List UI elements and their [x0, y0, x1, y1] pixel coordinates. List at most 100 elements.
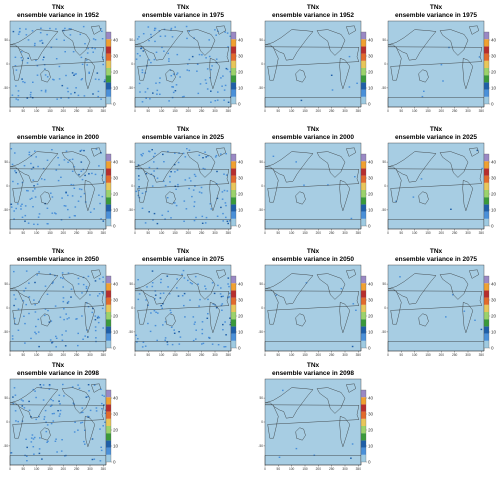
variance-cell: [100, 446, 102, 448]
x-tick-label: 200: [439, 353, 445, 357]
variance-cell: [34, 150, 36, 152]
variance-cell: [26, 460, 28, 462]
variance-cell: [30, 437, 33, 439]
variance-cell: [167, 52, 169, 55]
variance-cell: [52, 281, 54, 283]
variance-cell: [21, 216, 24, 218]
variance-cell: [91, 172, 93, 175]
variance-cell: [89, 211, 92, 213]
panel-subtitle: ensemble variance in 2000: [271, 133, 355, 141]
colorbar-segment: [484, 154, 489, 162]
variance-cell: [67, 161, 69, 163]
variance-cell: [153, 175, 156, 178]
coastline: [9, 168, 105, 203]
variance-cell: [11, 94, 14, 96]
variance-cell: [227, 46, 229, 48]
x-tick-label: 0: [9, 109, 11, 113]
variance-cell: [29, 94, 32, 96]
variance-cell: [172, 73, 175, 75]
variance-cell: [101, 291, 103, 293]
variance-cell: [80, 56, 83, 59]
colorbar-tick-label: 10: [113, 444, 119, 449]
variance-cell: [194, 175, 197, 177]
variance-cell: [93, 384, 96, 386]
variance-cell: [76, 318, 78, 320]
variance-cell: [201, 328, 204, 331]
variance-cell: [195, 338, 197, 340]
x-tick-label: 150: [302, 231, 308, 235]
variance-cell: [208, 337, 211, 339]
variance-cell: [225, 67, 228, 70]
colorbar-segment: [361, 68, 366, 76]
variance-cell: [423, 90, 425, 92]
variance-cell: [209, 203, 212, 205]
variance-cell: [57, 179, 60, 182]
variance-cell: [193, 323, 196, 325]
variance-cell: [91, 458, 94, 461]
variance-cell: [182, 152, 185, 155]
variance-cell: [88, 173, 90, 175]
map-panel-5: TNx ensemble variance in 2000 0 50 100 150 2…: [0, 126, 122, 248]
variance-cell: [37, 165, 39, 168]
x-tick-label: 350: [101, 353, 107, 357]
variance-cell: [221, 303, 224, 305]
variance-cell: [43, 418, 45, 420]
colorbar-frame: [483, 153, 490, 227]
coastline: [264, 168, 360, 203]
variance-cell: [150, 61, 152, 64]
variance-cell: [445, 316, 447, 318]
coastline: [61, 273, 91, 300]
variance-cell: [71, 195, 74, 197]
variance-cell: [20, 51, 23, 53]
variance-cell: [94, 319, 97, 321]
colorbar-segment: [106, 454, 111, 462]
map-chart: 0 50 100 150 200 250 300 350 50 0 -50 0 10 20 30 40: [128, 20, 244, 113]
variance-cell: [87, 47, 89, 50]
variance-cell: [52, 420, 55, 422]
colorbar-tick-label: 10: [113, 330, 119, 335]
colorbar-tick-label: 10: [238, 208, 244, 213]
variance-cell: [163, 50, 165, 52]
variance-cell: [197, 283, 199, 285]
coastline: [9, 273, 59, 305]
x-tick-label: 200: [316, 467, 322, 471]
variance-cell: [23, 315, 25, 317]
variance-cell: [305, 282, 308, 284]
map-panel-4: TNx ensemble variance in 1975 0 50 100 150 2…: [378, 4, 500, 126]
variance-cell: [205, 216, 208, 219]
variance-cell: [74, 421, 76, 423]
variance-cell: [170, 171, 172, 173]
variance-cell: [62, 383, 64, 386]
y-tick-label: -50: [381, 86, 386, 90]
y-tick-label: 0: [261, 306, 263, 310]
variance-cell: [170, 29, 172, 31]
variance-cell: [64, 27, 66, 30]
variance-cell: [17, 90, 20, 92]
variance-cell: [86, 329, 88, 331]
variance-cell: [99, 202, 101, 205]
variance-cell: [184, 179, 187, 181]
colorbar-tick-label: 0: [238, 346, 241, 351]
variance-cell: [86, 52, 89, 54]
variance-cell: [62, 300, 65, 303]
variance-cell: [81, 292, 83, 294]
variance-cell: [100, 218, 102, 220]
colorbar-frame: [483, 275, 490, 349]
variance-cell: [48, 384, 51, 387]
coastline: [209, 180, 221, 212]
variance-cell: [150, 173, 153, 175]
coastline: [439, 273, 469, 300]
variance-cell: [98, 194, 100, 196]
x-tick-label: 350: [479, 109, 485, 113]
colorbar-segment: [484, 276, 489, 284]
variance-cell: [151, 270, 154, 272]
x-tick-label: 0: [387, 353, 389, 357]
x-tick-label: 250: [199, 231, 205, 235]
variance-cell: [100, 388, 102, 390]
variance-cell: [209, 77, 211, 79]
variance-cell: [145, 97, 147, 99]
map-panel-7: TNx ensemble variance in 2000 0 50 100 150 2…: [255, 126, 377, 248]
y-tick-label: 50: [4, 38, 8, 42]
colorbar-tick-label: 40: [491, 160, 497, 165]
variance-cell: [476, 149, 479, 152]
